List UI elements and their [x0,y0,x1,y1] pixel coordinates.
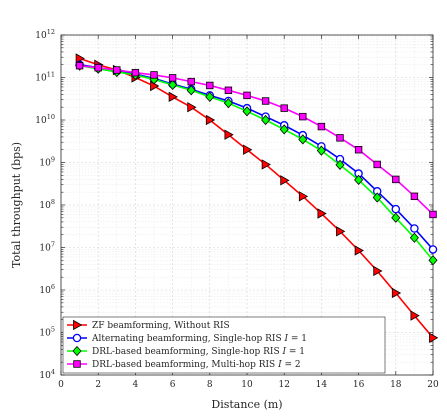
data-point [261,114,271,126]
data-point [391,212,401,223]
x-tick-labels: 0 2 4 6 8 10 12 14 16 18 20 [58,380,439,390]
major-grid [61,35,433,375]
data-point [336,226,346,237]
data-point [187,77,195,86]
data-point [410,192,419,201]
data-point [168,91,178,103]
x-tick-label: 8 [207,380,213,390]
y-tick-label: 109 [39,156,55,169]
legend-entry: DRL-based beamforming, Single-hop RIS I … [92,347,305,357]
series-4 [75,61,437,219]
x-axis-label: Distance (m) [211,398,282,411]
data-point [372,192,382,203]
legend-marker [72,333,82,343]
y-tick-label: 1010 [35,113,55,126]
data-point [150,71,158,79]
x-tick-label: 20 [427,380,439,390]
data-point [391,204,401,214]
data-point [113,66,121,74]
data-point [187,102,197,113]
data-point [410,310,420,321]
y-tick-label: 108 [39,198,55,211]
y-axis-label: Total throughput (bps) [10,142,23,268]
data-point [298,191,309,202]
x-tick-label: 18 [390,380,402,390]
data-point [168,79,178,90]
data-point [373,265,383,277]
data-point [298,134,308,145]
y-tick-label: 104 [39,368,55,381]
data-point [429,210,437,219]
legend-entry: Alternating beamforming, Single-hop RIS … [91,334,307,344]
data-point [243,91,251,100]
data-point [410,224,419,233]
data-point [75,61,84,70]
x-tick-label: 4 [133,380,139,390]
data-point [317,208,327,219]
x-tick-label: 16 [353,380,365,390]
data-point [428,255,438,266]
data-point [224,129,234,140]
x-tick-label: 2 [95,380,101,390]
data-point [354,245,364,256]
legend-box [62,316,386,374]
legend-entry: ZF beamforming, Without RIS [92,321,230,331]
y-tick-label: 107 [39,241,55,254]
x-tick-label: 14 [316,380,328,390]
legend-marker [73,319,83,331]
data-point [336,134,344,142]
data-point [242,106,252,117]
data-point [131,68,140,77]
data-point [429,332,439,343]
y-tick-label: 106 [39,283,55,296]
data-point [243,144,253,155]
legend-marker [73,360,81,368]
data-point [409,232,419,243]
x-tick-label: 6 [170,380,176,390]
data-point [317,122,326,131]
data-point [223,97,233,109]
data-point [316,145,326,156]
x-tick-label: 12 [278,380,289,390]
data-point [205,114,216,126]
legend-entry: DRL-based beamforming, Multi-hop RIS I =… [92,360,301,370]
data-point [280,175,290,186]
data-point [335,159,345,170]
x-tick-label: 0 [58,380,64,390]
x-tick-label: 10 [241,380,253,390]
data-point [186,85,196,96]
legend-marker [72,345,82,357]
data-point [168,74,177,82]
y-tick-label: 1011 [35,71,55,84]
data-point [206,81,214,90]
data-point [94,64,102,72]
data-point [280,104,288,112]
y-tick-labels: 104 105 106 107 108 109 1010 1011 1012 [35,28,55,381]
data-point [261,159,271,170]
data-point [224,86,233,94]
data-point [373,160,381,169]
data-point [391,287,402,299]
data-point [261,97,270,105]
data-point [205,91,215,102]
data-point [354,174,364,185]
legend: ZF beamforming, Without RIS Alternating b… [62,316,386,374]
data-point [354,146,363,154]
data-point [428,245,438,254]
data-point [299,112,307,121]
data-point [279,124,289,135]
y-tick-label: 105 [39,326,55,339]
series-layer [75,53,439,343]
data-point [392,175,400,184]
y-tick-label: 1012 [35,28,55,41]
